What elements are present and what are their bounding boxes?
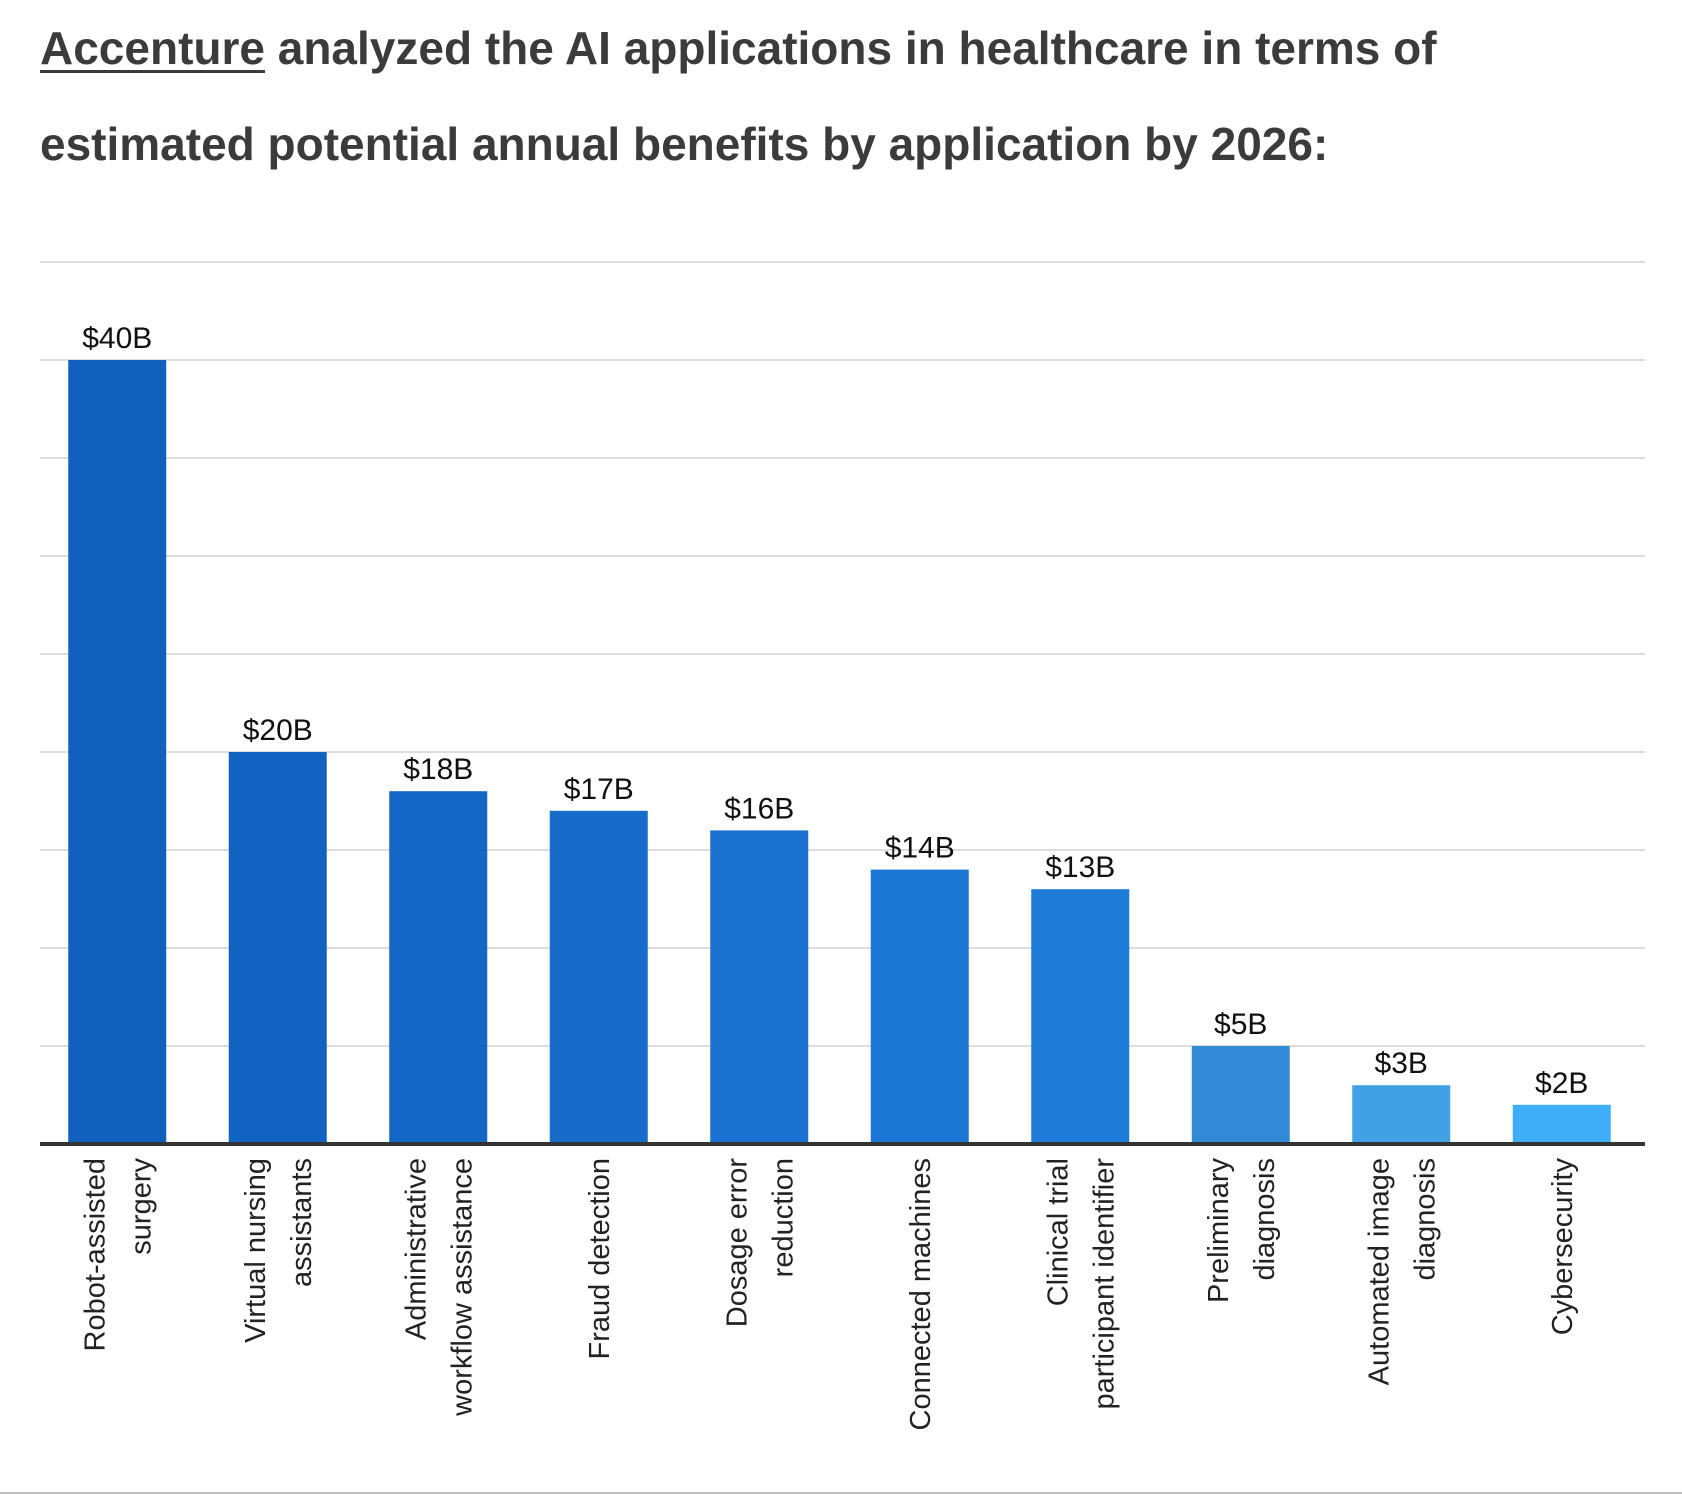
data-label: $17B [564, 773, 634, 806]
page-bottom-divider [0, 1492, 1682, 1494]
data-label: $18B [403, 753, 473, 786]
bar [1352, 1085, 1451, 1144]
category-label: Connected machines [905, 1158, 937, 1430]
category-label: Cybersecurity [1547, 1158, 1579, 1336]
bar [1512, 1104, 1611, 1144]
category-label-line: Clinical trial [1042, 1158, 1074, 1306]
category-label-line: Preliminary [1203, 1158, 1235, 1304]
page-title: Accenture analyzed the AI applications i… [40, 0, 1640, 192]
category-label-line: Automated image [1363, 1158, 1395, 1385]
data-label: $13B [1045, 851, 1115, 884]
category-label: Automated image diagnosis [1363, 1158, 1441, 1385]
category-label-line: Connected machines [905, 1158, 937, 1430]
bar [1031, 889, 1130, 1144]
category-label-line: Administrative [400, 1158, 432, 1340]
category-label-line: diagnosis [1409, 1158, 1441, 1281]
bar [1191, 1046, 1290, 1144]
bar [389, 791, 488, 1144]
category-label: Fraud detection [584, 1158, 616, 1360]
category-label-line: Fraud detection [584, 1158, 616, 1360]
category-label-line: Virtual nursing [240, 1158, 272, 1343]
category-label-line: surgery [125, 1158, 157, 1255]
data-label: $16B [724, 792, 794, 825]
category-label: Dosage error reduction [721, 1158, 799, 1328]
bar [68, 360, 167, 1144]
category-label-line: workflow assistance [446, 1158, 478, 1417]
category-label: Preliminary diagnosis [1203, 1158, 1281, 1304]
category-label-line: Robot-assisted [79, 1158, 111, 1351]
data-label: $3B [1375, 1047, 1428, 1080]
category-label: Administrative workflow assistance [400, 1158, 478, 1417]
category-label-line: diagnosis [1249, 1158, 1281, 1281]
category-label-line: Cybersecurity [1547, 1158, 1579, 1336]
category-label-line: Dosage error [721, 1158, 753, 1328]
category-label: Robot-assisted surgery [79, 1158, 157, 1352]
category-label-line: reduction [767, 1158, 799, 1277]
accenture-link[interactable]: Accenture [40, 22, 265, 74]
data-label: $2B [1535, 1067, 1588, 1100]
category-label: Clinical trial participant identifier [1042, 1158, 1120, 1410]
category-label: Virtual nursing assistants [240, 1158, 318, 1343]
headline-text: analyzed the AI applications in healthca… [40, 22, 1437, 170]
category-label-line: participant identifier [1088, 1158, 1120, 1410]
data-label: $5B [1214, 1008, 1267, 1041]
data-label: $40B [82, 322, 152, 355]
bar [549, 810, 648, 1144]
bar [870, 869, 969, 1144]
category-label-line: assistants [286, 1158, 318, 1287]
bar [710, 830, 809, 1144]
data-label: $20B [243, 714, 313, 747]
data-label: $14B [885, 832, 955, 865]
bar [228, 752, 327, 1144]
